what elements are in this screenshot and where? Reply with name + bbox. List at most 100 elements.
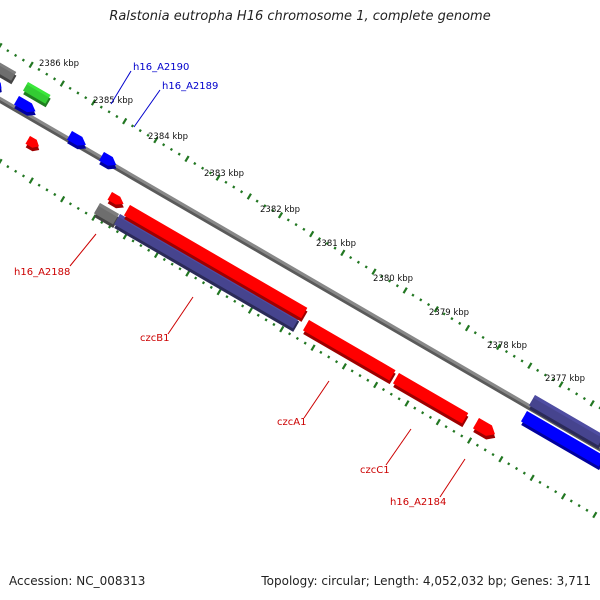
tick-mark xyxy=(577,504,581,508)
tick-mark xyxy=(507,462,511,466)
tick-mark xyxy=(402,287,408,294)
tick-mark xyxy=(224,180,228,184)
tick-mark xyxy=(575,392,579,396)
tick-mark xyxy=(527,362,533,369)
backbone xyxy=(0,96,600,452)
tick-mark xyxy=(504,349,509,354)
tick-mark xyxy=(21,58,25,62)
tick-mark xyxy=(122,117,128,125)
tick-mark xyxy=(52,77,57,81)
tick-mark xyxy=(421,411,425,415)
tick-mark xyxy=(397,397,401,401)
tick-mark xyxy=(28,177,34,184)
tick-mark xyxy=(536,368,540,372)
tick-mark xyxy=(6,165,10,169)
tick-mark xyxy=(327,355,331,359)
gene-gray-top-left xyxy=(0,57,17,85)
leader-line xyxy=(439,458,466,498)
tick-mark xyxy=(473,331,477,335)
tick-mark xyxy=(310,344,316,352)
tick-mark xyxy=(45,188,49,192)
scale-label: 2380 kbp xyxy=(373,274,413,284)
tick-mark xyxy=(194,276,198,280)
tick-marks xyxy=(0,42,600,519)
tick-mark xyxy=(170,262,174,266)
tick-mark xyxy=(373,381,379,389)
gene-features xyxy=(0,57,600,471)
tick-mark xyxy=(108,225,112,229)
tick-mark xyxy=(215,174,221,181)
tick-mark xyxy=(413,406,417,410)
tick-mark xyxy=(255,199,259,203)
tick-mark xyxy=(68,202,72,206)
tick-mark xyxy=(14,53,18,57)
tick-mark xyxy=(460,434,464,438)
tick-mark xyxy=(450,317,454,321)
tick-mark xyxy=(139,243,143,248)
tick-mark xyxy=(325,241,329,246)
scale-label: 2384 kbp xyxy=(148,132,188,142)
tick-mark xyxy=(45,72,49,76)
tick-mark xyxy=(225,295,229,299)
tick-mark xyxy=(419,298,423,302)
tick-mark xyxy=(14,169,18,173)
tick-mark xyxy=(466,437,473,444)
tick-mark xyxy=(558,381,564,388)
tick-mark xyxy=(193,161,197,166)
tick-mark xyxy=(358,374,362,378)
tick-mark xyxy=(68,86,72,90)
tick-mark xyxy=(317,237,322,241)
scale-label: 2378 kbp xyxy=(487,341,527,351)
tick-mark xyxy=(201,166,205,170)
tick-mark xyxy=(232,185,236,189)
tick-mark xyxy=(138,129,142,133)
tick-mark xyxy=(498,455,504,463)
tick-mark xyxy=(184,155,190,163)
tick-mark xyxy=(6,49,10,53)
tick-mark xyxy=(76,206,80,211)
tick-mark xyxy=(442,312,446,316)
footer-accession: Accession: NC_008313 xyxy=(9,574,146,588)
tick-mark xyxy=(582,396,586,401)
tick-mark xyxy=(295,336,299,341)
tick-mark xyxy=(153,136,159,144)
tick-mark xyxy=(546,485,550,489)
tick-mark xyxy=(100,220,104,224)
tick-mark xyxy=(99,105,103,109)
scale-label: 2383 kbp xyxy=(204,169,244,179)
outer-tick-track xyxy=(0,42,600,410)
tick-mark xyxy=(131,239,135,243)
gene-h16-A2189 xyxy=(66,131,87,150)
tick-mark xyxy=(37,183,41,187)
tick-mark xyxy=(388,279,392,283)
tick-mark xyxy=(115,230,119,234)
leader-line xyxy=(69,233,97,267)
tick-mark xyxy=(84,211,88,215)
tick-mark xyxy=(256,313,260,317)
tick-mark xyxy=(294,223,298,227)
tick-mark xyxy=(84,96,88,100)
tick-mark xyxy=(53,192,57,197)
tick-mark xyxy=(520,359,524,363)
tick-mark xyxy=(241,304,245,308)
chromosome-backbone-shadow xyxy=(0,97,600,452)
tick-mark xyxy=(522,471,526,475)
tick-mark xyxy=(286,218,290,222)
tick-mark xyxy=(309,230,315,238)
gene-h16-A2190 xyxy=(13,96,36,116)
gene-label: czcC1 xyxy=(360,465,390,476)
gene-blue-right xyxy=(520,411,600,471)
tick-mark xyxy=(458,321,462,325)
map-title: Ralstonia eutropha H16 chromosome 1, com… xyxy=(109,9,491,24)
tick-mark xyxy=(491,452,495,457)
tick-mark xyxy=(76,91,80,95)
tick-mark xyxy=(216,288,222,296)
leader-line xyxy=(110,70,132,105)
tick-mark xyxy=(233,299,237,303)
tick-mark xyxy=(333,246,337,250)
tick-mark xyxy=(169,147,173,152)
tick-mark xyxy=(554,490,558,494)
tick-mark xyxy=(264,318,268,322)
